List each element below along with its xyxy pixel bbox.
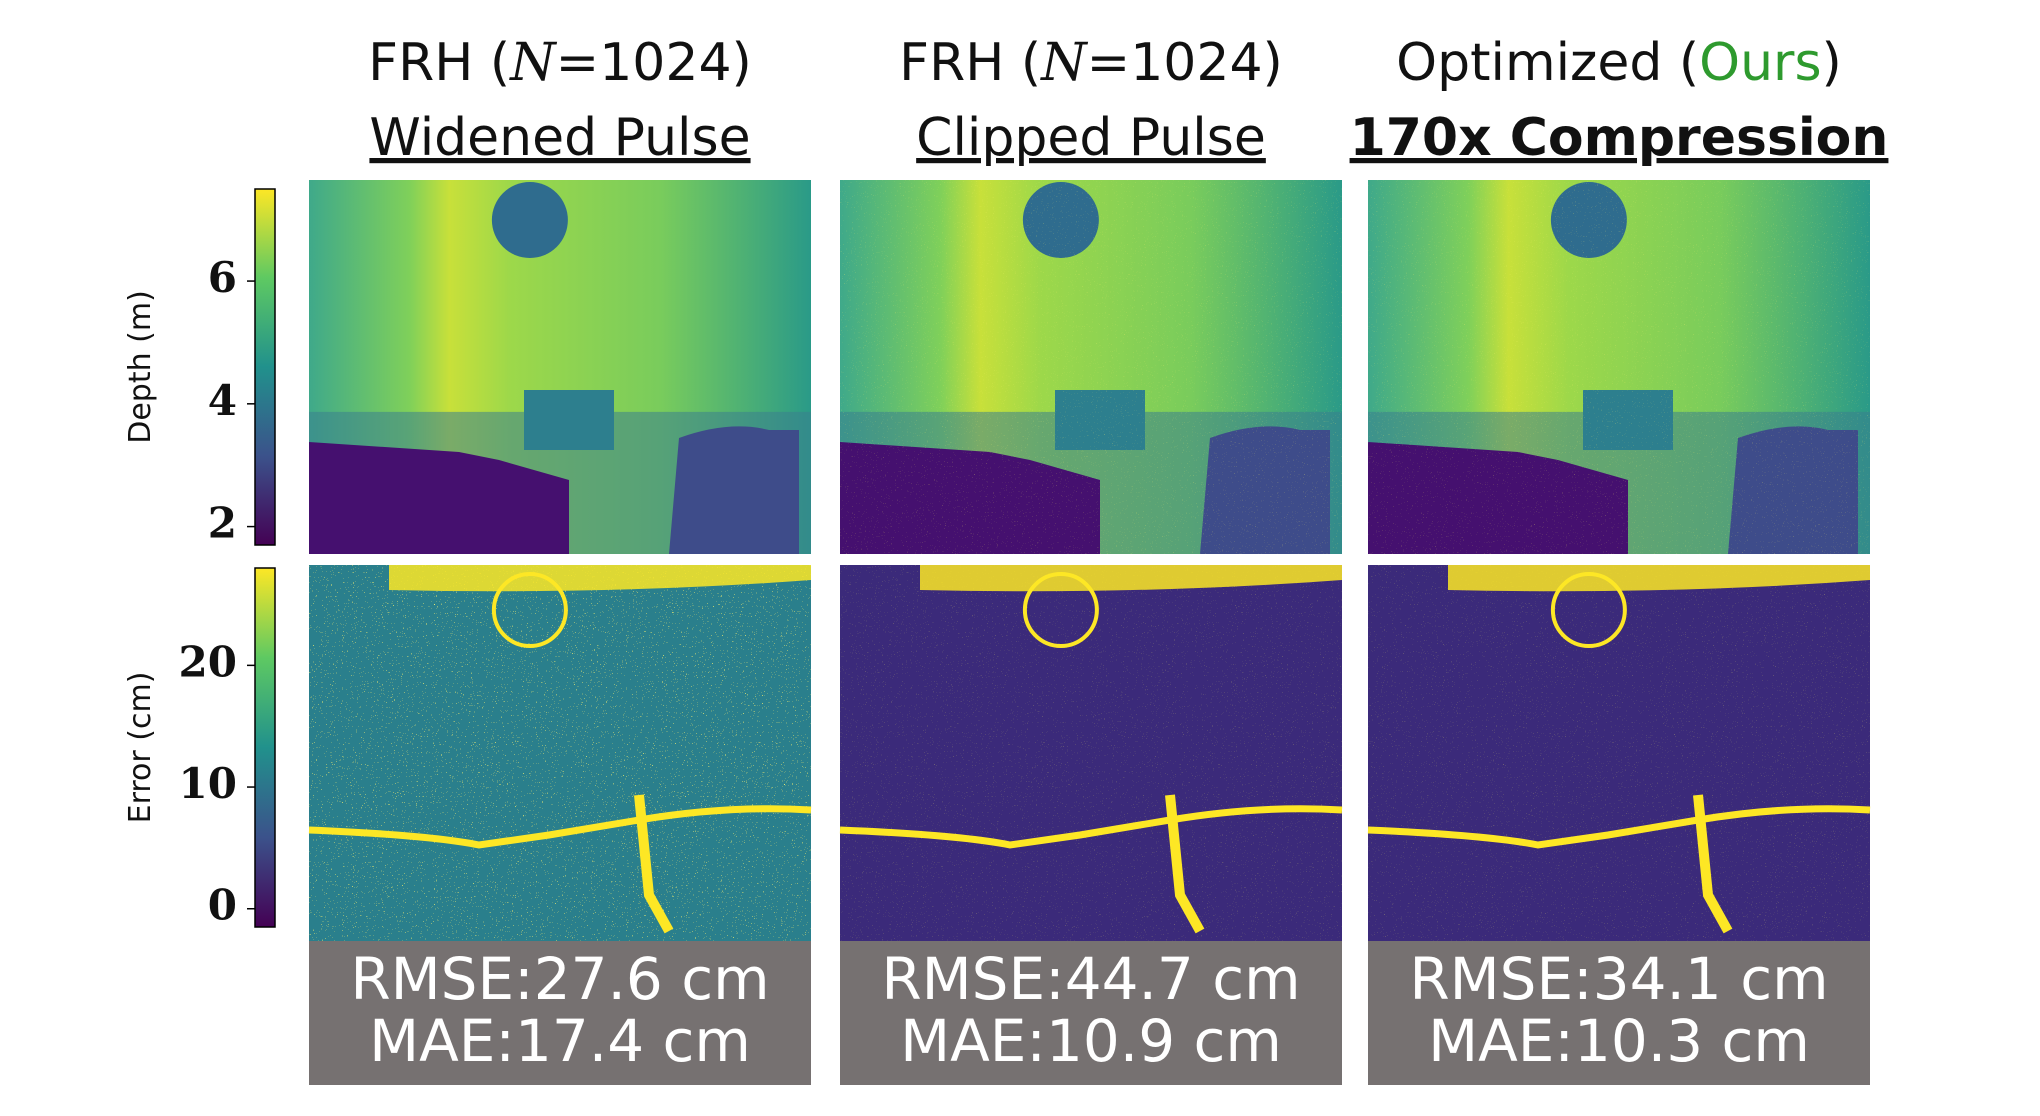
colorbar-tick-label: 6 (208, 253, 237, 302)
colorbar-tick-label: 10 (179, 759, 237, 808)
column: FRH (N=1024) Clipped Pulse RMSE:44.7 cmMAE… (839, 33, 1343, 1085)
column-title: FRH (N=1024) (899, 33, 1283, 93)
error-lamp (491, 572, 568, 648)
colorbar-tick-label: 2 (208, 499, 237, 548)
column-title: FRH (N=1024) (368, 33, 752, 93)
error-top-band (920, 565, 1342, 592)
column-subtitle: 170x Compression (1350, 108, 1889, 168)
column-title: Optimized (Ours) (1396, 33, 1842, 93)
error-edge (1367, 805, 1871, 849)
error-speck-b (309, 565, 811, 941)
error-speck-b (840, 565, 1342, 941)
column-subtitle: Widened Pulse (369, 108, 750, 168)
colorbar-label: Error (cm) (123, 672, 158, 824)
error-top-band (1448, 565, 1870, 592)
error-map (308, 565, 812, 941)
column-subtitle: Clipped Pulse (916, 108, 1266, 168)
metric-box (309, 941, 811, 1085)
column: Optimized (Ours) 170x Compression RMSE:34.… (1350, 33, 1889, 1085)
error-lamp (1550, 572, 1627, 648)
title-italic: N (508, 33, 557, 93)
metric-text: RMSE:27.6 cm (350, 945, 769, 1013)
metric-box (1368, 941, 1870, 1085)
depth-map (840, 180, 1342, 554)
error-edge (839, 805, 1343, 849)
error-speck-b (1368, 565, 1870, 941)
metric-text: RMSE:44.7 cm (881, 945, 1300, 1013)
error-top-band (389, 565, 811, 592)
colorbar-tick-label: 0 (208, 881, 237, 930)
depth-noise (1368, 180, 1870, 554)
error-edge (308, 805, 812, 849)
error-chair (1693, 794, 1733, 934)
colorbar (254, 567, 276, 928)
depth-lamp (491, 182, 568, 258)
error-map (1367, 565, 1871, 941)
metric-text: MAE:10.9 cm (900, 1007, 1282, 1075)
depth-noise (840, 180, 1342, 554)
depth-table (524, 390, 614, 450)
error-chair (634, 794, 674, 934)
title-text: =1024) (1087, 33, 1283, 93)
colorbar (254, 188, 276, 546)
colorbar-tick-label: 4 (208, 376, 237, 425)
title-text: =1024) (556, 33, 752, 93)
metric-text: RMSE:34.1 cm (1409, 945, 1828, 1013)
error-map (839, 565, 1343, 941)
title-text: FRH ( (368, 33, 510, 93)
metric-box (840, 941, 1342, 1085)
title-highlight: Ours (1699, 33, 1821, 93)
column: FRH (N=1024) Widened Pulse RMSE:27.6 cmMAE… (308, 33, 812, 1085)
error-chair (1165, 794, 1205, 934)
depth-map (309, 180, 811, 554)
metric-text: MAE:17.4 cm (369, 1007, 751, 1075)
depth-chair (669, 426, 799, 554)
title-text: ) (1822, 33, 1842, 93)
title-italic: N (1039, 33, 1088, 93)
error-lamp (1022, 572, 1099, 648)
title-text: Optimized ( (1396, 33, 1699, 93)
colorbar-tick-label: 20 (179, 637, 237, 686)
title-text: FRH ( (899, 33, 1041, 93)
colorbar-label: Depth (m) (123, 290, 158, 444)
depth-couch (309, 442, 569, 554)
metric-text: MAE:10.3 cm (1428, 1007, 1810, 1075)
depth-map (1368, 180, 1870, 554)
